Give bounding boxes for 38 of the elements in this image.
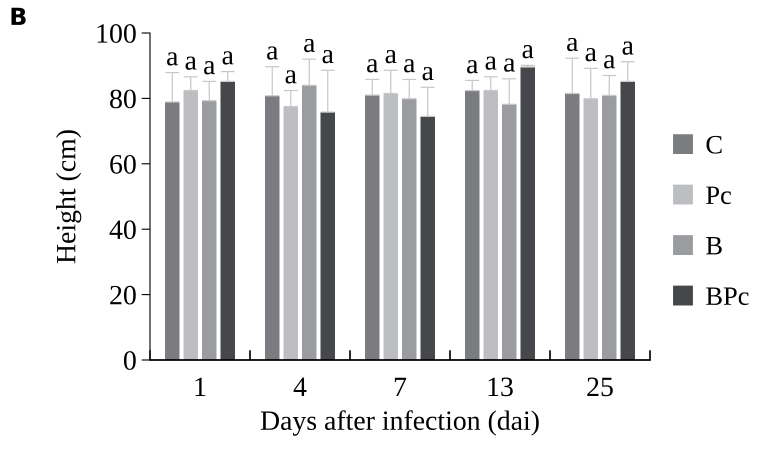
x-tick-label: 4 <box>294 378 307 396</box>
x-axis-title: Days after infection (dai) <box>260 410 539 436</box>
annotation: a <box>586 48 597 62</box>
x-tick-label: 25 <box>587 378 613 396</box>
annotation: a <box>522 45 534 58</box>
annotation: a <box>604 55 616 68</box>
legend-label: C <box>706 136 722 154</box>
y-tick-label: 20 <box>110 286 136 305</box>
annotation: a <box>286 70 297 84</box>
annotation: a <box>167 52 178 66</box>
annotation: a <box>486 56 497 70</box>
annotation: a <box>367 59 378 72</box>
annotation: a <box>504 58 516 72</box>
annotation: a <box>222 51 234 65</box>
y-tick-label: 100 <box>98 24 136 43</box>
annotation: a <box>422 66 434 80</box>
y-tick-label: 80 <box>110 90 136 108</box>
annotation: a <box>386 50 397 64</box>
x-tick-label: 7 <box>394 378 406 396</box>
annotation: a <box>322 50 334 64</box>
x-tick-label: 13 <box>488 378 513 396</box>
annotation: a <box>186 56 197 70</box>
legend-label: BPc <box>706 288 749 306</box>
y-tick-label: 40 <box>110 220 136 240</box>
text: B <box>11 8 26 25</box>
annotation: a <box>204 61 216 74</box>
y-tick-label: 60 <box>110 154 136 174</box>
annotation: a <box>404 59 416 72</box>
y-tick-label: 0 <box>124 351 136 370</box>
annotation: a <box>567 38 578 52</box>
annotation: a <box>304 38 316 52</box>
y-axis-title: Height (cm) <box>56 130 82 264</box>
legend-label: B <box>706 237 722 254</box>
legend-label: Pc <box>706 186 731 204</box>
x-tick-label: 1 <box>196 378 206 396</box>
annotation: a <box>622 41 634 55</box>
annotation: a <box>267 46 278 60</box>
annotation: a <box>467 60 478 74</box>
